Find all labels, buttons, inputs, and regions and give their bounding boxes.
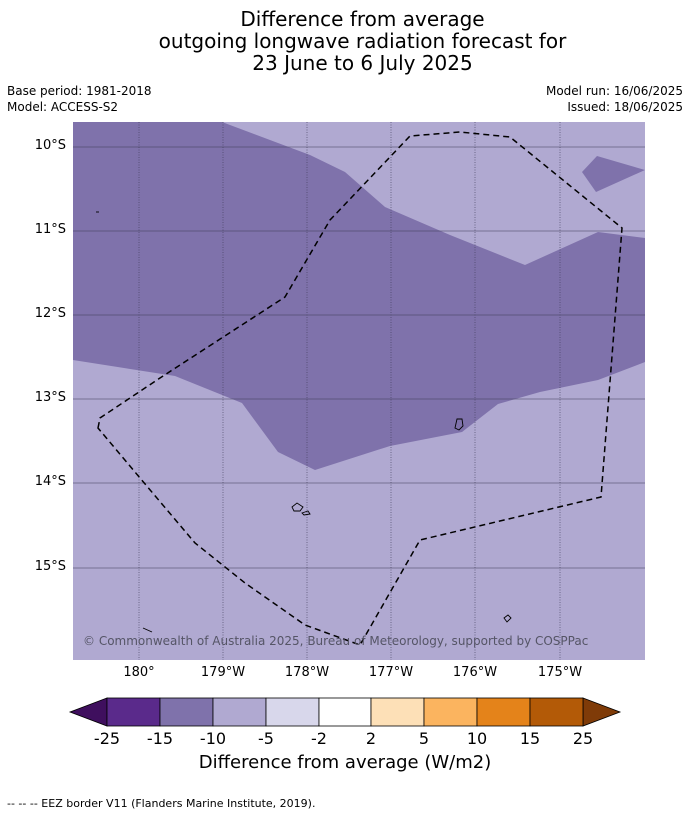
island-outline (142, 627, 153, 633)
title-line-3: 23 June to 6 July 2025 (252, 51, 473, 75)
colorbar-title: Difference from average (W/m2) (198, 752, 492, 773)
colorbar-tick-label: -2 (311, 729, 327, 748)
colorbar-extend-low (68, 697, 108, 727)
lat-label: 13°S (34, 390, 66, 405)
colorbar-extend-high (582, 697, 622, 727)
title-line-1: Difference from average (240, 7, 485, 31)
colorbar (68, 697, 622, 727)
island-outline (454, 418, 464, 431)
island-outline (503, 614, 512, 623)
colorbar-box (212, 697, 267, 727)
model-name: Model: ACCESS-S2 (7, 100, 119, 114)
colorbar-tick-label: -5 (258, 729, 274, 748)
colorbar-tick-label: 25 (572, 729, 594, 748)
colorbar-box (159, 697, 214, 727)
issued-date: Issued: 18/06/2025 (567, 100, 683, 114)
lat-label: 15°S (34, 559, 66, 574)
lat-label: 12°S (34, 306, 66, 321)
lon-label: 177°W (368, 665, 414, 680)
colorbar-tick-label: -25 (93, 729, 121, 748)
lon-label: 179°W (200, 665, 246, 680)
colorbar-box (106, 697, 161, 727)
chart-title: Difference from average outgoing longwav… (0, 8, 690, 74)
lat-label: 11°S (34, 222, 66, 237)
island-outline (291, 502, 304, 512)
colorbar-box (476, 697, 531, 727)
colorbar-tick-label: 2 (365, 729, 377, 748)
colorbar-tick-label: -15 (146, 729, 174, 748)
map-gridlines (73, 122, 645, 660)
colorbar-box (423, 697, 478, 727)
lon-label: 180° (123, 665, 155, 680)
title-line-2: outgoing longwave radiation forecast for (158, 29, 567, 53)
colorbar-tick-label: 5 (418, 729, 430, 748)
lat-label: 14°S (34, 474, 66, 489)
lon-ticks (212, 660, 633, 663)
colorbar-boxes (106, 697, 584, 727)
eez-border (97, 131, 623, 646)
colorbar-tick-label: 15 (519, 729, 541, 748)
anomaly-patch-top-right (582, 156, 645, 192)
colorbar-box (318, 697, 372, 727)
copyright-notice: © Commonwealth of Australia 2025, Bureau… (83, 634, 588, 648)
lat-label: 10°S (34, 138, 66, 153)
meta-right: Model run: 16/06/2025 Issued: 18/06/2025 (546, 83, 683, 115)
island-outline (301, 510, 311, 516)
colorbar-box (370, 697, 425, 727)
colorbar-box (529, 697, 584, 727)
lon-label: 176°W (452, 665, 498, 680)
colorbar-box (265, 697, 320, 727)
colorbar-tick-label: 10 (466, 729, 488, 748)
colorbar-tick-label: -10 (199, 729, 227, 748)
lon-label: 178°W (284, 665, 330, 680)
eez-legend-note: -- -- -- EEZ border V11 (Flanders Marine… (7, 797, 316, 810)
meta-left: Base period: 1981-2018 Model: ACCESS-S2 (7, 83, 152, 115)
model-run: Model run: 16/06/2025 (545, 84, 683, 98)
base-period: Base period: 1981-2018 (7, 84, 152, 98)
lon-label: 175°W (537, 665, 583, 680)
island-outlines (96, 211, 512, 633)
anomaly-band-minus-15-to-minus-10 (73, 122, 645, 470)
